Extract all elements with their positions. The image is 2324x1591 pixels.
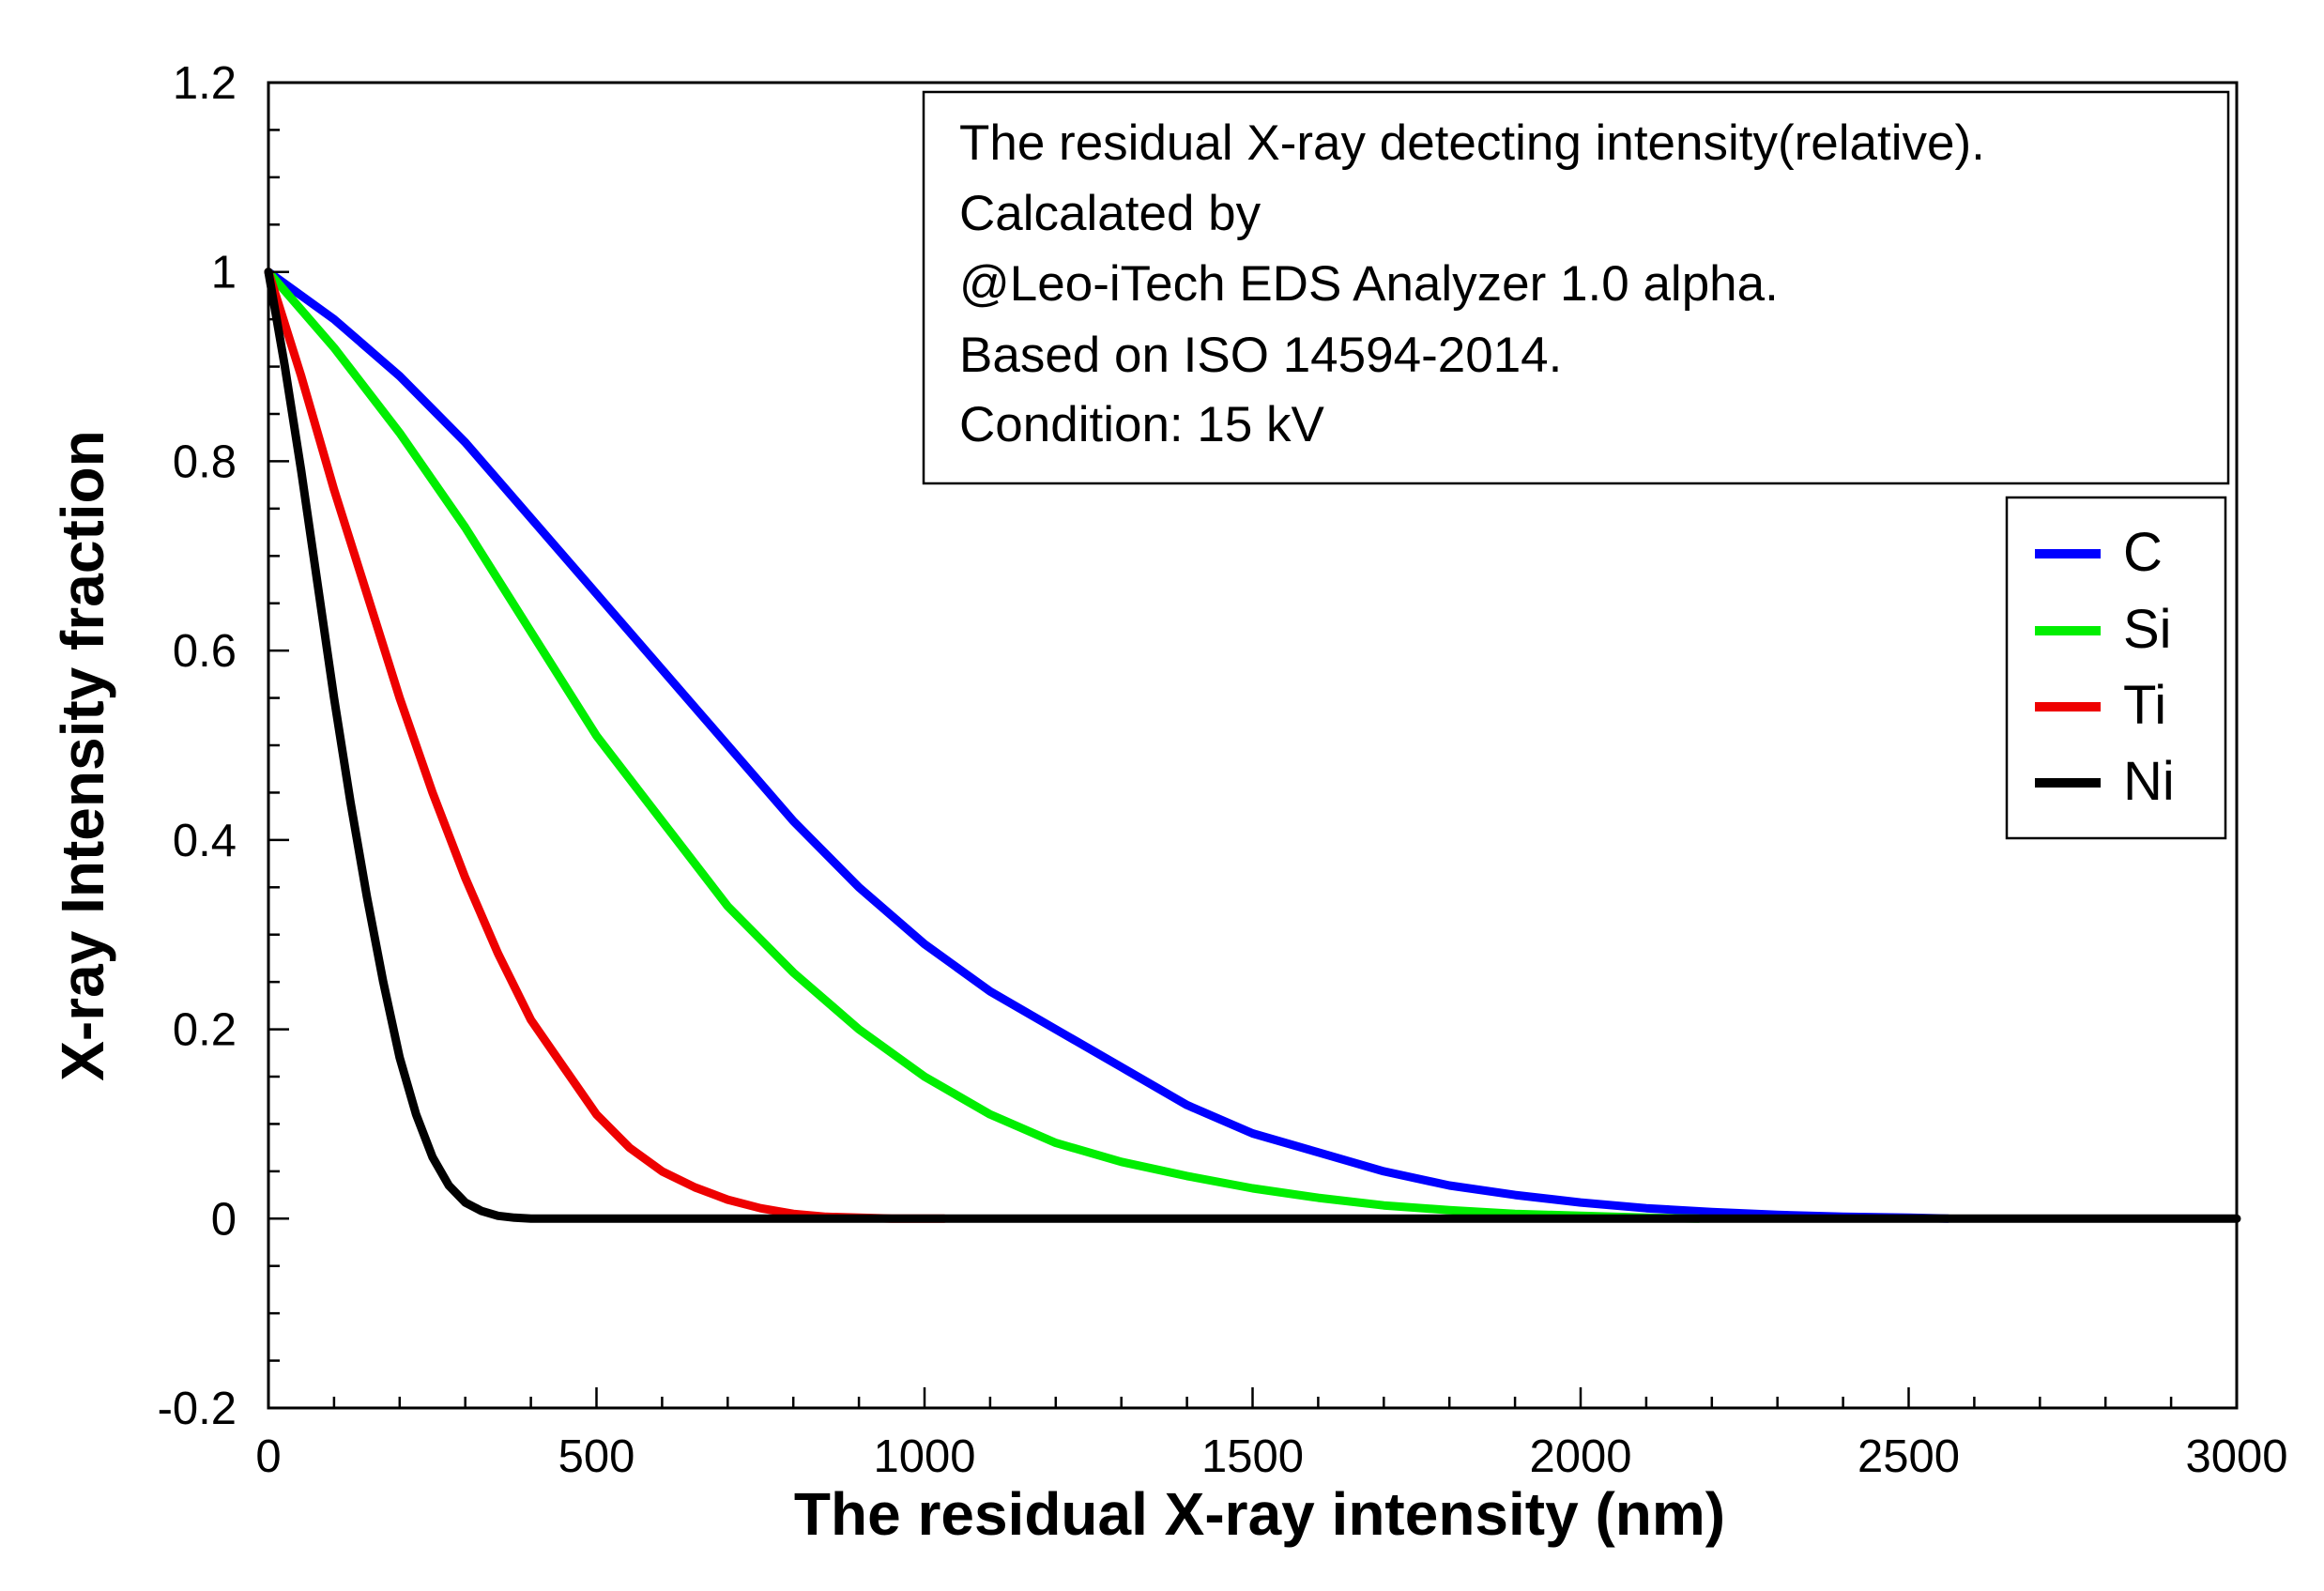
y-tick-label: 1 [211,248,237,298]
x-tick-label: 500 [558,1431,635,1482]
x-tick-label: 2500 [1858,1431,1960,1482]
annotation-line: Based on ISO 14594-2014. [959,328,1562,383]
annotation-line: @Leo-iTech EDS Analyzer 1.0 alpha. [959,256,1779,312]
x-axis-title: The residual X-ray intensity (nm) [794,1480,1725,1548]
x-tick-label: 2000 [1529,1431,1631,1482]
x-tick-label: 0 [255,1431,281,1482]
annotation-box: The residual X-ray detecting intensity(r… [922,90,2230,485]
series-layer [264,268,2241,1223]
y-tick-label: 0.6 [173,626,237,677]
x-tick-label: 3000 [2185,1431,2287,1482]
series-line-ni [264,268,2241,1223]
series-line-c [264,268,1952,1223]
y-tick-label: 0.2 [173,1005,237,1056]
x-tick-label: 1500 [1201,1431,1304,1482]
y-tick-label: 0.4 [173,816,237,866]
y-tick-label: -0.2 [158,1384,237,1434]
legend-label-si: Si [2123,599,2172,660]
axes: 0 500 1000 1500 2000 2500 3000 -0.2 0 0.2 0.4 0.6 0.… [158,58,2288,1482]
annotation-line: The residual X-ray detecting intensity(r… [959,115,1985,171]
y-axis-title: X-ray Intensity fraction [49,430,116,1081]
legend-label-c: C [2123,522,2163,583]
legend-label-ni: Ni [2123,751,2175,812]
y-tick-label: 0 [211,1194,237,1245]
x-tick-label: 1000 [873,1431,975,1482]
series-line-si [264,268,1704,1223]
legend-label-ti: Ti [2123,675,2166,736]
legend: C Si Ti Ni [2005,496,2227,840]
y-tick-label: 0.8 [173,436,237,487]
y-tick-label: 1.2 [173,58,237,109]
annotation-line: Calcalated by [959,186,1261,241]
annotation-line: Condition: 15 kV [959,397,1325,452]
